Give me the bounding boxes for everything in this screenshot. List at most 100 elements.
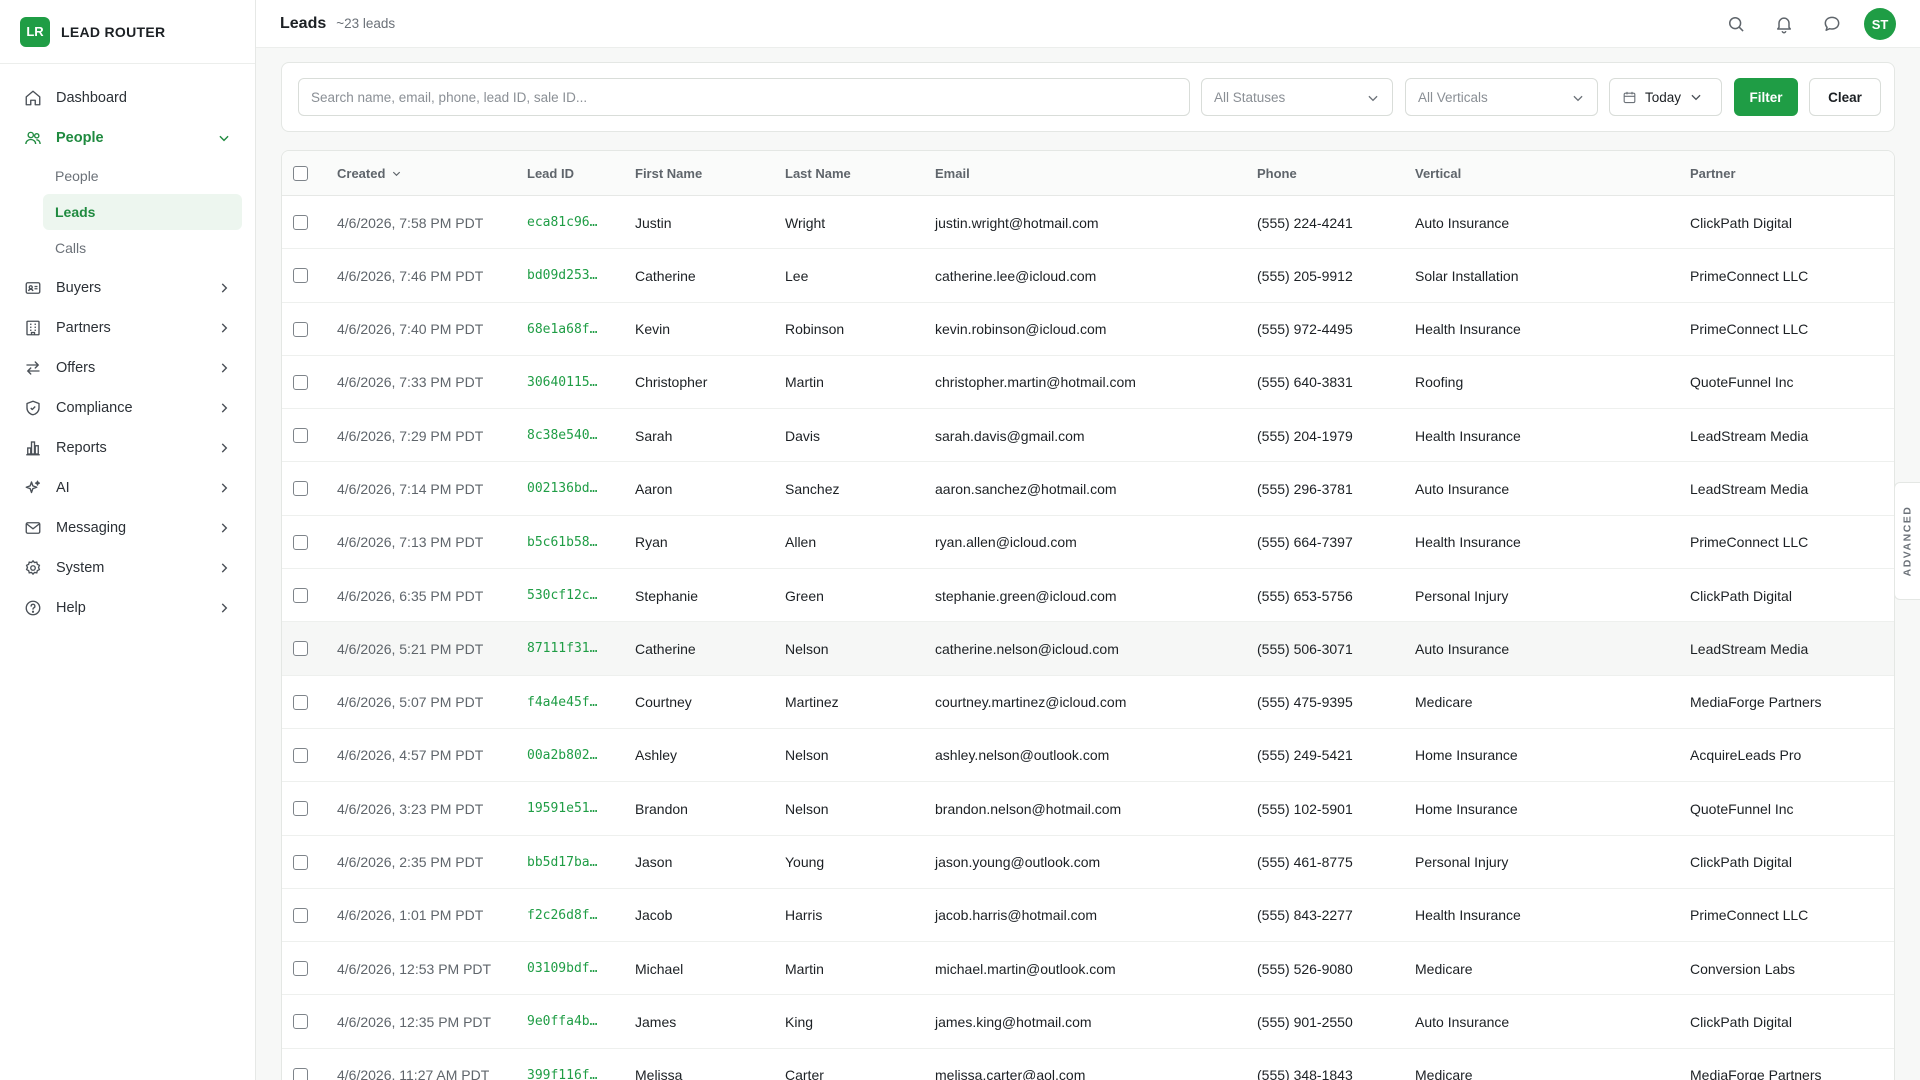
table-row[interactable]: 4/6/2026, 7:33 PM PDT 30640115… Christophe… — [282, 356, 1894, 410]
status-select[interactable]: All Statuses — [1201, 78, 1393, 116]
cell-lead-id[interactable]: eca81c96… — [527, 215, 598, 230]
chevron-down-icon[interactable] — [217, 131, 231, 145]
cell-lead-id[interactable]: bb5d17ba… — [527, 854, 598, 870]
cell-lead-id[interactable]: 00a2b802… — [527, 747, 598, 763]
chevron-right-icon[interactable] — [217, 521, 231, 535]
cell-lead-id[interactable]: f2c26d8f… — [527, 907, 598, 923]
chevron-right-icon[interactable] — [217, 361, 231, 375]
cell-lead-id[interactable]: 399f116f… — [527, 1067, 598, 1080]
cell-lead-id[interactable]: f4a4e45f… — [527, 694, 598, 710]
row-checkbox[interactable] — [293, 481, 308, 497]
sidebar-item-compliance[interactable]: Compliance — [0, 388, 255, 428]
table-row[interactable]: 4/6/2026, 7:13 PM PDT b5c61b58… Ryan Allen r… — [282, 516, 1894, 570]
cell-vertical: Medicare — [1415, 694, 1473, 711]
table-row[interactable]: 4/6/2026, 3:23 PM PDT 19591e51… Brandon Nel… — [282, 782, 1894, 836]
column-header-vertical[interactable]: Vertical — [1415, 166, 1462, 181]
row-checkbox[interactable] — [293, 854, 308, 870]
sidebar-item-ai[interactable]: AI — [0, 468, 255, 508]
row-checkbox[interactable] — [293, 374, 308, 390]
table-row[interactable]: 4/6/2026, 7:58 PM PDT eca81c96… Justin Wrig… — [282, 196, 1894, 250]
column-header-first-name[interactable]: First Name — [635, 166, 703, 181]
search-icon[interactable] — [1720, 8, 1752, 40]
row-checkbox[interactable] — [293, 694, 308, 710]
row-checkbox[interactable] — [293, 961, 308, 977]
column-header-created[interactable]: Created — [337, 151, 402, 196]
table-row[interactable]: 4/6/2026, 7:14 PM PDT 002136bd… Aaron Sanch… — [282, 462, 1894, 516]
brand[interactable]: LR LEAD ROUTER — [0, 0, 255, 64]
row-checkbox[interactable] — [293, 321, 308, 337]
date-range-select[interactable]: Today — [1609, 78, 1722, 116]
row-checkbox[interactable] — [293, 534, 308, 550]
cell-lead-id[interactable]: 002136bd… — [527, 481, 598, 497]
table-row[interactable]: 4/6/2026, 4:57 PM PDT 00a2b802… Ashley Nels… — [282, 729, 1894, 783]
bell-icon[interactable] — [1768, 8, 1800, 40]
chevron-right-icon[interactable] — [217, 481, 231, 495]
row-checkbox[interactable] — [293, 1067, 308, 1080]
cell-lead-id[interactable]: 87111f31… — [527, 641, 598, 657]
cell-lead-id[interactable]: 30640115… — [527, 374, 598, 390]
cell-first-name: Jason — [635, 854, 673, 871]
chevron-right-icon[interactable] — [217, 321, 231, 335]
table-row[interactable]: 4/6/2026, 1:01 PM PDT f2c26d8f… Jacob Harri… — [282, 889, 1894, 943]
search-input[interactable] — [298, 78, 1190, 116]
cell-lead-id[interactable]: 19591e51… — [527, 801, 598, 817]
column-header-lead-id[interactable]: Lead ID — [527, 166, 574, 181]
vertical-select[interactable]: All Verticals — [1405, 78, 1598, 116]
table-row[interactable]: 4/6/2026, 5:07 PM PDT f4a4e45f… Courtney Ma… — [282, 676, 1894, 729]
sidebar-item-system[interactable]: System — [0, 548, 255, 588]
row-checkbox[interactable] — [293, 268, 308, 284]
cell-lead-id[interactable]: b5c61b58… — [527, 534, 598, 550]
cell-lead-id[interactable]: bd09d253… — [527, 268, 598, 284]
sidebar-item-buyers[interactable]: Buyers — [0, 268, 255, 308]
sidebar-item-people[interactable]: People — [0, 118, 255, 158]
avatar[interactable]: ST — [1864, 8, 1896, 40]
table-row[interactable]: 4/6/2026, 7:40 PM PDT 68e1a68f… Kevin Robin… — [282, 303, 1894, 356]
chevron-right-icon[interactable] — [217, 601, 231, 615]
cell-lead-id[interactable]: 03109bdf… — [527, 961, 598, 977]
row-checkbox[interactable] — [293, 747, 308, 763]
table-row[interactable]: 4/6/2026, 7:29 PM PDT 8c38e540… Sarah Davis… — [282, 409, 1894, 463]
cell-vertical: Medicare — [1415, 1067, 1473, 1080]
select-all-checkbox[interactable] — [293, 166, 308, 181]
sidebar-item-messaging[interactable]: Messaging — [0, 508, 255, 548]
clear-button[interactable]: Clear — [1809, 78, 1881, 116]
table-row[interactable]: 4/6/2026, 12:53 PM PDT 03109bdf… Michael Ma… — [282, 942, 1894, 996]
sidebar-item-partners[interactable]: Partners — [0, 308, 255, 348]
row-checkbox[interactable] — [293, 1014, 308, 1030]
cell-lead-id[interactable]: 68e1a68f… — [527, 321, 598, 337]
chevron-right-icon[interactable] — [217, 281, 231, 295]
row-checkbox[interactable] — [293, 801, 308, 817]
column-header-email[interactable]: Email — [935, 166, 970, 181]
table-row[interactable]: 4/6/2026, 12:35 PM PDT 9e0ffa4b… James King… — [282, 995, 1894, 1049]
sidebar-subitem-calls[interactable]: Calls — [55, 240, 87, 256]
table-row[interactable]: 4/6/2026, 2:35 PM PDT bb5d17ba… Jason Young… — [282, 836, 1894, 889]
column-header-partner[interactable]: Partner — [1690, 166, 1736, 181]
sidebar-item-offers[interactable]: Offers — [0, 348, 255, 388]
cell-lead-id[interactable]: 8c38e540… — [527, 428, 598, 444]
row-checkbox[interactable] — [293, 641, 308, 657]
chevron-right-icon[interactable] — [217, 561, 231, 575]
sidebar-item-reports[interactable]: Reports — [0, 428, 255, 468]
sidebar-subitem-people[interactable]: People — [55, 168, 99, 184]
table-row[interactable]: 4/6/2026, 7:46 PM PDT bd09d253… Catherine L… — [282, 249, 1894, 303]
chat-icon[interactable] — [1816, 8, 1848, 40]
table-row[interactable]: 4/6/2026, 6:35 PM PDT 530cf12c… Stephanie G… — [282, 569, 1894, 623]
table-row[interactable]: 4/6/2026, 5:21 PM PDT 87111f31… Catherine N… — [282, 622, 1894, 676]
column-header-last-name[interactable]: Last Name — [785, 166, 851, 181]
row-checkbox[interactable] — [293, 215, 308, 230]
filter-button[interactable]: Filter — [1734, 78, 1798, 116]
sidebar-subitem-leads[interactable]: Leads — [43, 194, 242, 230]
chevron-right-icon[interactable] — [217, 441, 231, 455]
advanced-tab[interactable]: ADVANCED — [1894, 482, 1920, 600]
sidebar-item-help[interactable]: Help — [0, 588, 255, 628]
row-checkbox[interactable] — [293, 588, 308, 604]
cell-lead-id[interactable]: 530cf12c… — [527, 588, 598, 604]
cell-lead-id[interactable]: 9e0ffa4b… — [527, 1014, 598, 1030]
row-checkbox[interactable] — [293, 907, 308, 923]
row-select-cell — [293, 462, 308, 515]
chevron-right-icon[interactable] — [217, 401, 231, 415]
row-checkbox[interactable] — [293, 428, 308, 444]
column-header-phone[interactable]: Phone — [1257, 166, 1297, 181]
table-row[interactable]: 4/6/2026, 11:27 AM PDT 399f116f… Melissa Ca… — [282, 1049, 1894, 1080]
sidebar-item-dashboard[interactable]: Dashboard — [0, 78, 255, 118]
